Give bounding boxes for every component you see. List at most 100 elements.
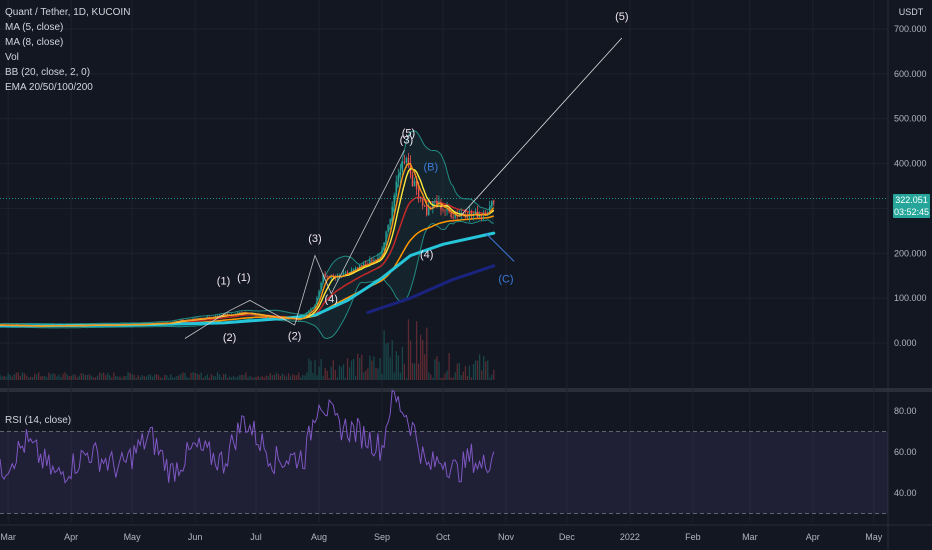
volume-bar — [19, 375, 22, 380]
volume-bar — [474, 360, 477, 380]
volume-bar — [340, 366, 343, 380]
currency-label: USDT — [898, 7, 924, 17]
volume-bar — [401, 346, 404, 380]
x-tick-label: Mar — [742, 532, 758, 542]
volume-bar — [123, 375, 125, 380]
volume-bar — [186, 376, 188, 380]
candle-body — [375, 259, 377, 261]
volume-bar — [367, 368, 369, 380]
x-tick-label: Feb — [685, 532, 701, 542]
volume-bar — [480, 370, 483, 380]
candle-body — [257, 315, 259, 316]
ema200-line — [366, 264, 496, 314]
candle-body — [326, 275, 328, 277]
study-bollinger[interactable]: BB (20, close, 2, 0) — [5, 67, 91, 78]
volume-bar — [363, 372, 365, 380]
volume-bar — [210, 374, 213, 380]
volume-bar — [306, 372, 308, 380]
volume-bar — [330, 366, 332, 380]
volume-bar — [267, 376, 269, 380]
candle-body — [304, 314, 306, 316]
candle-body — [436, 200, 438, 205]
volume-bar — [296, 375, 298, 380]
volume-bar — [442, 377, 444, 380]
candle-body — [314, 304, 316, 308]
volume-bar — [231, 377, 233, 380]
candle-body — [421, 198, 424, 206]
x-tick-label: Apr — [806, 532, 820, 542]
volume-bar — [273, 374, 276, 380]
volume-bar — [135, 377, 137, 380]
volume-bar — [350, 360, 353, 380]
volume-bar — [253, 377, 255, 380]
rsi-line — [0, 389, 495, 484]
volume-bar — [115, 375, 117, 380]
candle-body — [489, 206, 491, 213]
volume-bar — [251, 377, 253, 380]
study-ma8[interactable]: MA (8, close) — [5, 37, 64, 48]
elliott-wave-path — [184, 149, 405, 339]
x-tick-label: Aug — [311, 532, 327, 542]
y-tick-label: 500.000 — [894, 114, 927, 124]
candle-body — [385, 231, 387, 243]
volume-bar — [23, 373, 26, 380]
wave-label: (2) — [288, 330, 301, 342]
bollinger-lower — [0, 219, 494, 340]
volume-bar — [422, 339, 424, 380]
symbol-title[interactable]: Quant / Tether, 1D, KUCOIN — [5, 7, 131, 18]
candle-body — [389, 219, 391, 225]
x-tick-label: May — [124, 532, 142, 542]
volume-bar — [239, 375, 241, 380]
candle-body — [371, 260, 373, 262]
ema50-line — [0, 215, 494, 327]
candle-body — [381, 249, 383, 257]
y-tick-label: 600.000 — [894, 69, 927, 79]
candle-body — [452, 217, 454, 218]
candle-body — [387, 224, 389, 232]
volume-bar — [472, 363, 475, 380]
candle-body — [407, 157, 410, 164]
volume-bar — [3, 375, 5, 380]
volume-bar — [476, 360, 479, 380]
x-tick-label: Sep — [374, 532, 390, 542]
candle-body — [470, 212, 473, 216]
candle-body — [344, 272, 347, 274]
volume-bar — [48, 372, 50, 380]
volume-bar — [389, 357, 391, 380]
volume-bar — [68, 375, 70, 380]
volume-bar — [379, 358, 381, 380]
volume-bar — [202, 377, 204, 380]
volume-bar — [107, 372, 109, 380]
candle-body — [302, 315, 304, 319]
study-ma5[interactable]: MA (5, close) — [5, 22, 64, 33]
candle-body — [426, 206, 428, 215]
volume-bar — [352, 358, 355, 380]
volume-bar — [42, 375, 44, 380]
candle-body — [316, 297, 318, 305]
candle-body — [493, 200, 495, 203]
volume-bar — [168, 377, 170, 380]
volume-bar — [40, 376, 42, 380]
volume-bar — [105, 375, 107, 380]
volume-bar — [334, 370, 336, 380]
volume-bar — [460, 375, 462, 380]
volume-bar — [226, 377, 229, 380]
volume-bar — [52, 373, 54, 380]
volume-bar — [458, 362, 460, 380]
study-volume[interactable]: Vol — [5, 52, 19, 63]
candle-body — [419, 196, 422, 199]
candle-body — [411, 174, 414, 187]
x-tick-label: 2022 — [620, 532, 640, 542]
last-price: 322.051 — [895, 195, 928, 205]
volume-bar — [31, 377, 34, 380]
volume-bar — [241, 374, 243, 380]
y-tick-label: 100.000 — [894, 293, 927, 303]
volume-bar — [454, 372, 456, 380]
x-tick-label: Nov — [498, 532, 515, 542]
rsi-legend[interactable]: RSI (14, close) — [5, 415, 72, 426]
volume-bar — [245, 372, 247, 380]
volume-bar — [0, 374, 1, 380]
study-ema[interactable]: EMA 20/50/100/200 — [5, 82, 93, 93]
volume-bar — [289, 376, 292, 380]
